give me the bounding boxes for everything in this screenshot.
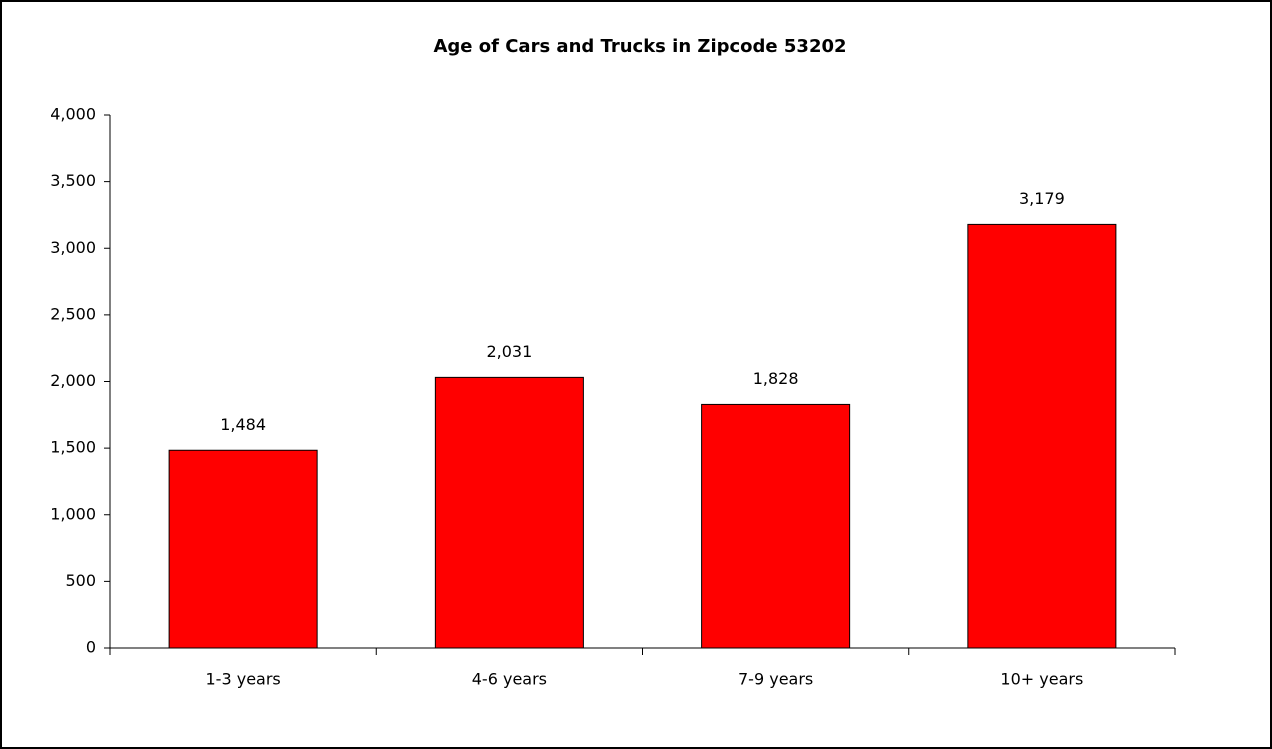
data-label: 2,031 [486,342,532,361]
x-tick-label: 10+ years [1000,670,1083,689]
data-label: 1,484 [220,415,266,434]
bar [701,403,851,649]
y-tick-label: 0 [86,638,96,657]
y-tick-label: 1,000 [50,504,96,523]
data-label: 1,828 [753,369,799,388]
y-tick-label: 3,000 [50,238,96,257]
bar [967,223,1117,649]
y-tick-label: 4,000 [50,105,96,124]
y-tick-label: 2,500 [50,304,96,323]
chart-title: Age of Cars and Trucks in Zipcode 53202 [433,36,846,57]
data-label: 3,179 [1019,189,1065,208]
bar [434,376,584,649]
y-tick-label: 2,000 [50,371,96,390]
y-tick-label: 1,500 [50,438,96,457]
y-tick-label: 500 [65,571,96,590]
y-tick-label: 3,500 [50,171,96,190]
bar [168,449,318,649]
x-tick-label: 1-3 years [206,670,281,689]
x-tick-label: 4-6 years [472,670,547,689]
x-tick-label: 7-9 years [738,670,813,689]
